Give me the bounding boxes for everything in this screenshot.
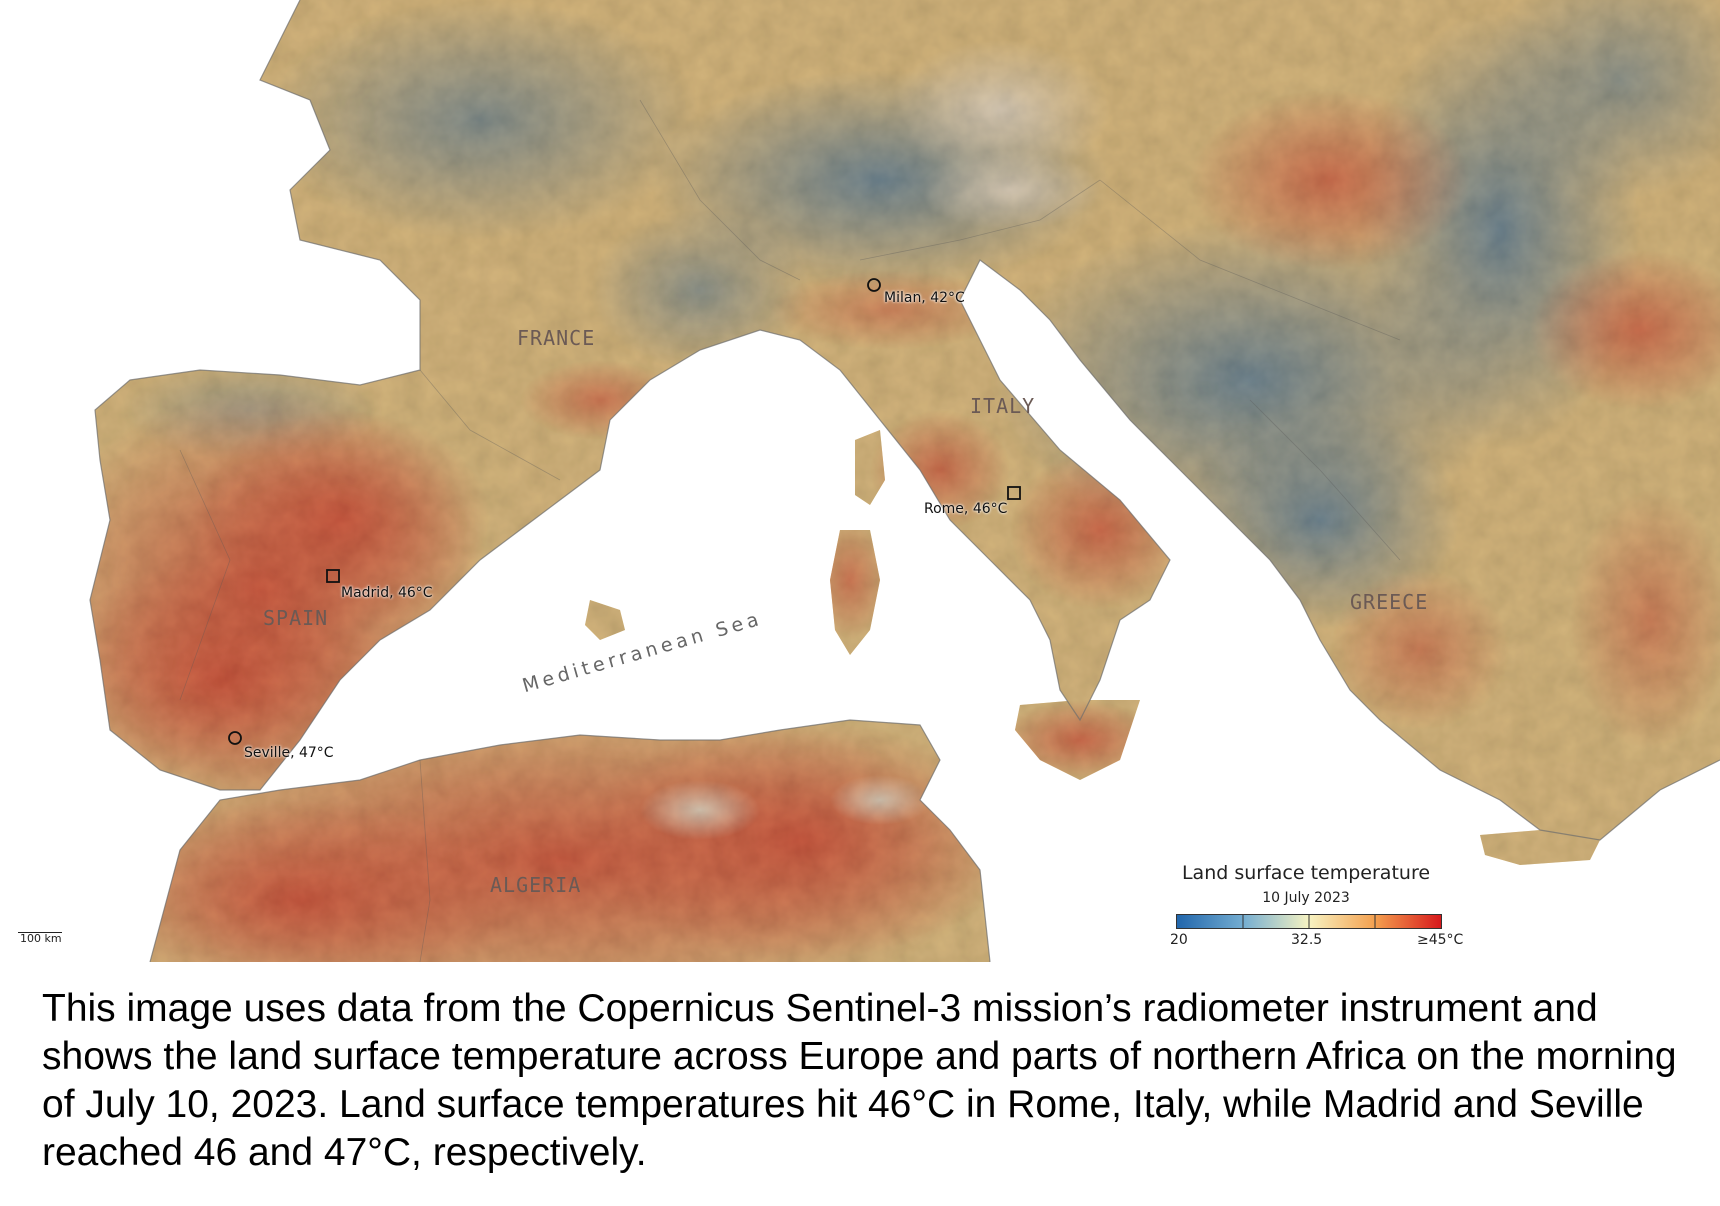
temperature-map: FRANCE ITALY SPAIN GREECE ALGERIA Medite… — [18, 0, 1720, 962]
rome-marker — [1007, 486, 1021, 500]
map-graphic — [89, 0, 1720, 962]
image-caption: This image uses data from the Copernicus… — [42, 987, 1677, 1174]
seville-marker — [228, 731, 242, 745]
scale-bar — [18, 932, 62, 933]
legend-tick-max: ≥45°C — [1417, 932, 1464, 948]
city-label-seville: Seville, 47°C — [244, 745, 334, 761]
legend-tick-mid: 32.5 — [1291, 932, 1323, 948]
legend-date: 10 July 2023 — [1262, 890, 1350, 906]
madrid-marker — [326, 569, 340, 583]
country-label-algeria: ALGERIA — [490, 873, 582, 897]
scale-bar-label: 100 km — [20, 932, 62, 945]
city-label-rome: Rome, 46°C — [924, 501, 1008, 517]
city-label-madrid: Madrid, 46°C — [341, 585, 433, 601]
land-areas — [90, 0, 1720, 962]
legend: Land surface temperature 10 July 2023 20… — [1170, 862, 1464, 952]
coastlines — [89, 0, 1720, 962]
legend-title: Land surface temperature — [1181, 862, 1431, 884]
country-label-spain: SPAIN — [263, 606, 329, 630]
legend-color-bar — [1176, 914, 1442, 929]
country-label-france: FRANCE — [517, 326, 596, 350]
borders — [179, 99, 1401, 962]
country-label-greece: GREECE — [1350, 590, 1429, 614]
milan-marker — [867, 278, 881, 292]
city-label-milan: Milan, 42°C — [884, 290, 965, 306]
country-label-italy: ITALY — [970, 394, 1036, 418]
legend-tick-min: 20 — [1170, 932, 1188, 948]
